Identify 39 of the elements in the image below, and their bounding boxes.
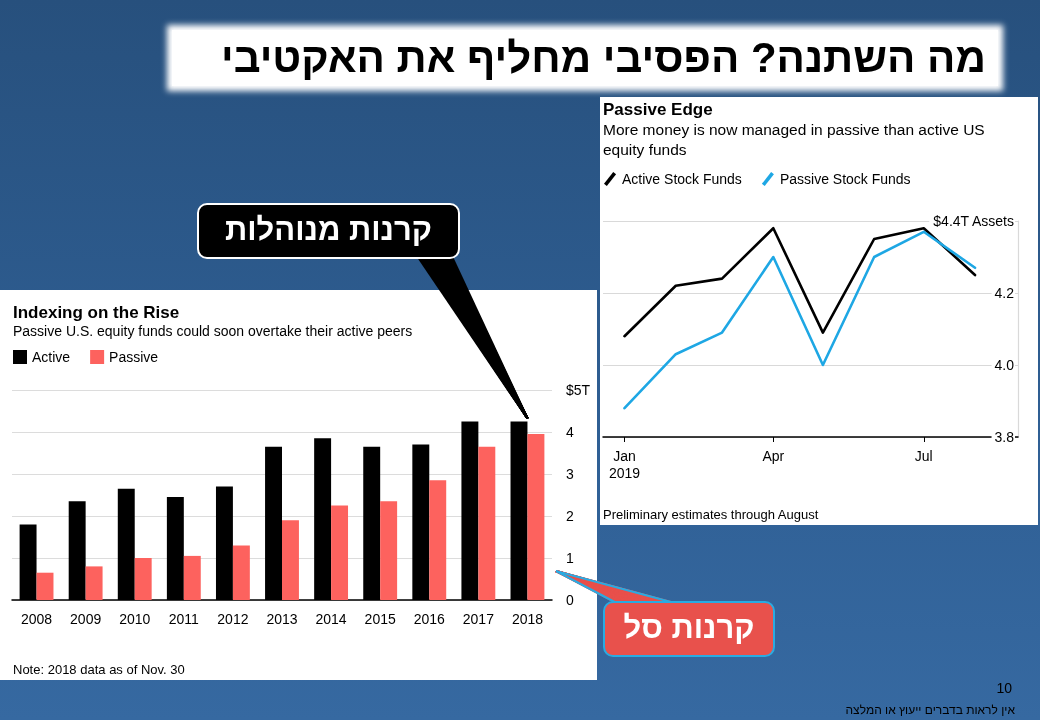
text: מה השתנה? הפסיבי מחליף את האקטיבי [220, 33, 986, 83]
x-tick-label: 2008 [20, 611, 53, 627]
y-tick-label: 3 [566, 466, 574, 482]
x-tick-label: 2012 [217, 611, 249, 627]
legend-label: Active Stock Funds [622, 171, 742, 187]
x-tick-label: 2013 [266, 611, 298, 627]
text: 10 [996, 680, 1012, 696]
x-tick-label: Jan 2019 [608, 447, 641, 481]
x-tick-label: Jul [914, 447, 933, 464]
text: אין לראות בדברים ייעוץ או המלצה [845, 703, 1015, 718]
chart-title: Passive Edge [603, 100, 713, 120]
x-tick-label: Apr [762, 447, 785, 464]
text: קרנות סל [603, 601, 775, 657]
y-tick-label: $5T [566, 382, 591, 398]
x-tick-label: 2014 [315, 611, 347, 627]
x-tick-label: 2011 [168, 611, 200, 627]
y-tick-label: 4.0 [994, 357, 1015, 373]
y-tick-label: 3.8 [994, 429, 1015, 445]
y-tick-label: 4 [566, 424, 574, 440]
y-tick-label: 1 [566, 550, 574, 566]
chart-subtitle: Passive U.S. equity funds could soon overtake their active peers [13, 322, 414, 341]
x-tick-label: 2009 [70, 611, 102, 627]
legend-label: Passive [109, 349, 159, 365]
text: Note: 2018 data as of Nov. 30 [13, 662, 185, 677]
x-tick-label: 2016 [413, 611, 446, 627]
annotation: קרנות מנוהלות [197, 203, 460, 259]
text: Preliminary estimates through August [603, 507, 819, 522]
x-tick-label: 2015 [364, 611, 396, 627]
legend-label: Active [32, 349, 71, 365]
y-tick-label: 2 [566, 508, 574, 524]
y-tick-label: 0 [566, 592, 574, 608]
x-tick-label: 2018 [511, 611, 544, 627]
chart-subtitle: More money is now managed in passive than active US equity funds [603, 120, 986, 160]
x-tick-label: 2010 [119, 611, 151, 627]
y-tick-label: 4.2 [994, 285, 1015, 301]
legend-label: Passive Stock Funds [779, 171, 911, 187]
chart-title: Indexing on the Rise [13, 303, 180, 323]
x-tick-label: 2017 [462, 611, 495, 627]
y-tick-label: $4.4T Assets [933, 213, 1014, 229]
